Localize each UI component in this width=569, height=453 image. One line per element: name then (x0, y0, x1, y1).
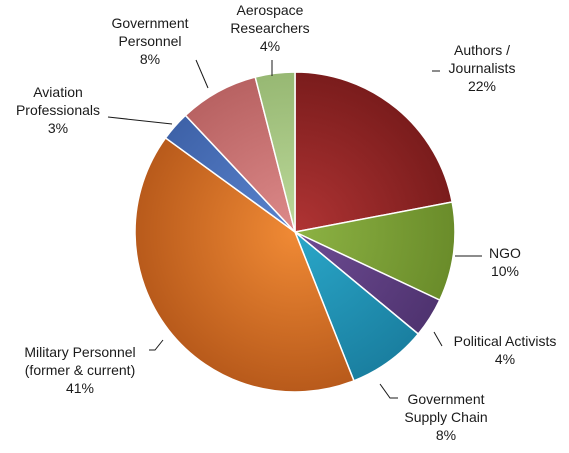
leader-line (107, 116, 173, 125)
slice-label: Authors / Journalists 22% (449, 42, 516, 94)
slice-name: Government (407, 391, 484, 407)
leader-line (433, 331, 443, 347)
slice-label: Government Personnel 8% (111, 15, 188, 67)
slice-percent: 8% (436, 427, 456, 443)
slice-label: Military Personnel (former & current) 41% (24, 344, 135, 396)
slice-name: Aerospace (237, 2, 304, 18)
slice-percent: 22% (468, 78, 496, 94)
slice-name: (former & current) (25, 362, 135, 378)
slice-name: NGO (489, 245, 521, 261)
leader-line (149, 339, 164, 351)
slice-name: Aviation (33, 84, 83, 100)
slice-name: Authors / (454, 42, 510, 58)
slice-label: Aerospace Researchers 4% (230, 2, 309, 54)
slice-label: Aviation Professionals 3% (16, 84, 100, 136)
slice-name: Government (111, 15, 188, 31)
slice-label: Government Supply Chain 8% (404, 391, 487, 443)
pie-slice (292, 201, 456, 302)
pie-slice (294, 71, 454, 233)
slice-name: Political Activists (454, 333, 557, 349)
leader-line (379, 383, 398, 399)
slice-percent: 4% (260, 38, 280, 54)
leader-lines (107, 59, 482, 399)
pie-slice (254, 71, 296, 233)
slice-labels: Authors / Journalists 22% NGO 10% Political A… (16, 2, 556, 443)
pie-slice (134, 136, 355, 393)
slice-name: Supply Chain (404, 409, 487, 425)
slice-name: Journalists (449, 60, 516, 76)
slice-name: Professionals (16, 102, 100, 118)
slice-label: NGO 10% (489, 245, 521, 279)
pie-slices (134, 71, 456, 393)
slice-percent: 8% (140, 51, 160, 67)
slice-percent: 10% (491, 263, 519, 279)
slice-label: Political Activists 4% (454, 333, 557, 367)
slice-percent: 4% (495, 351, 515, 367)
slice-name: Researchers (230, 20, 309, 36)
leader-line (195, 59, 209, 89)
slice-name: Personnel (118, 33, 181, 49)
slice-percent: 41% (66, 380, 94, 396)
slice-percent: 3% (48, 120, 68, 136)
slice-name: Military Personnel (24, 344, 135, 360)
